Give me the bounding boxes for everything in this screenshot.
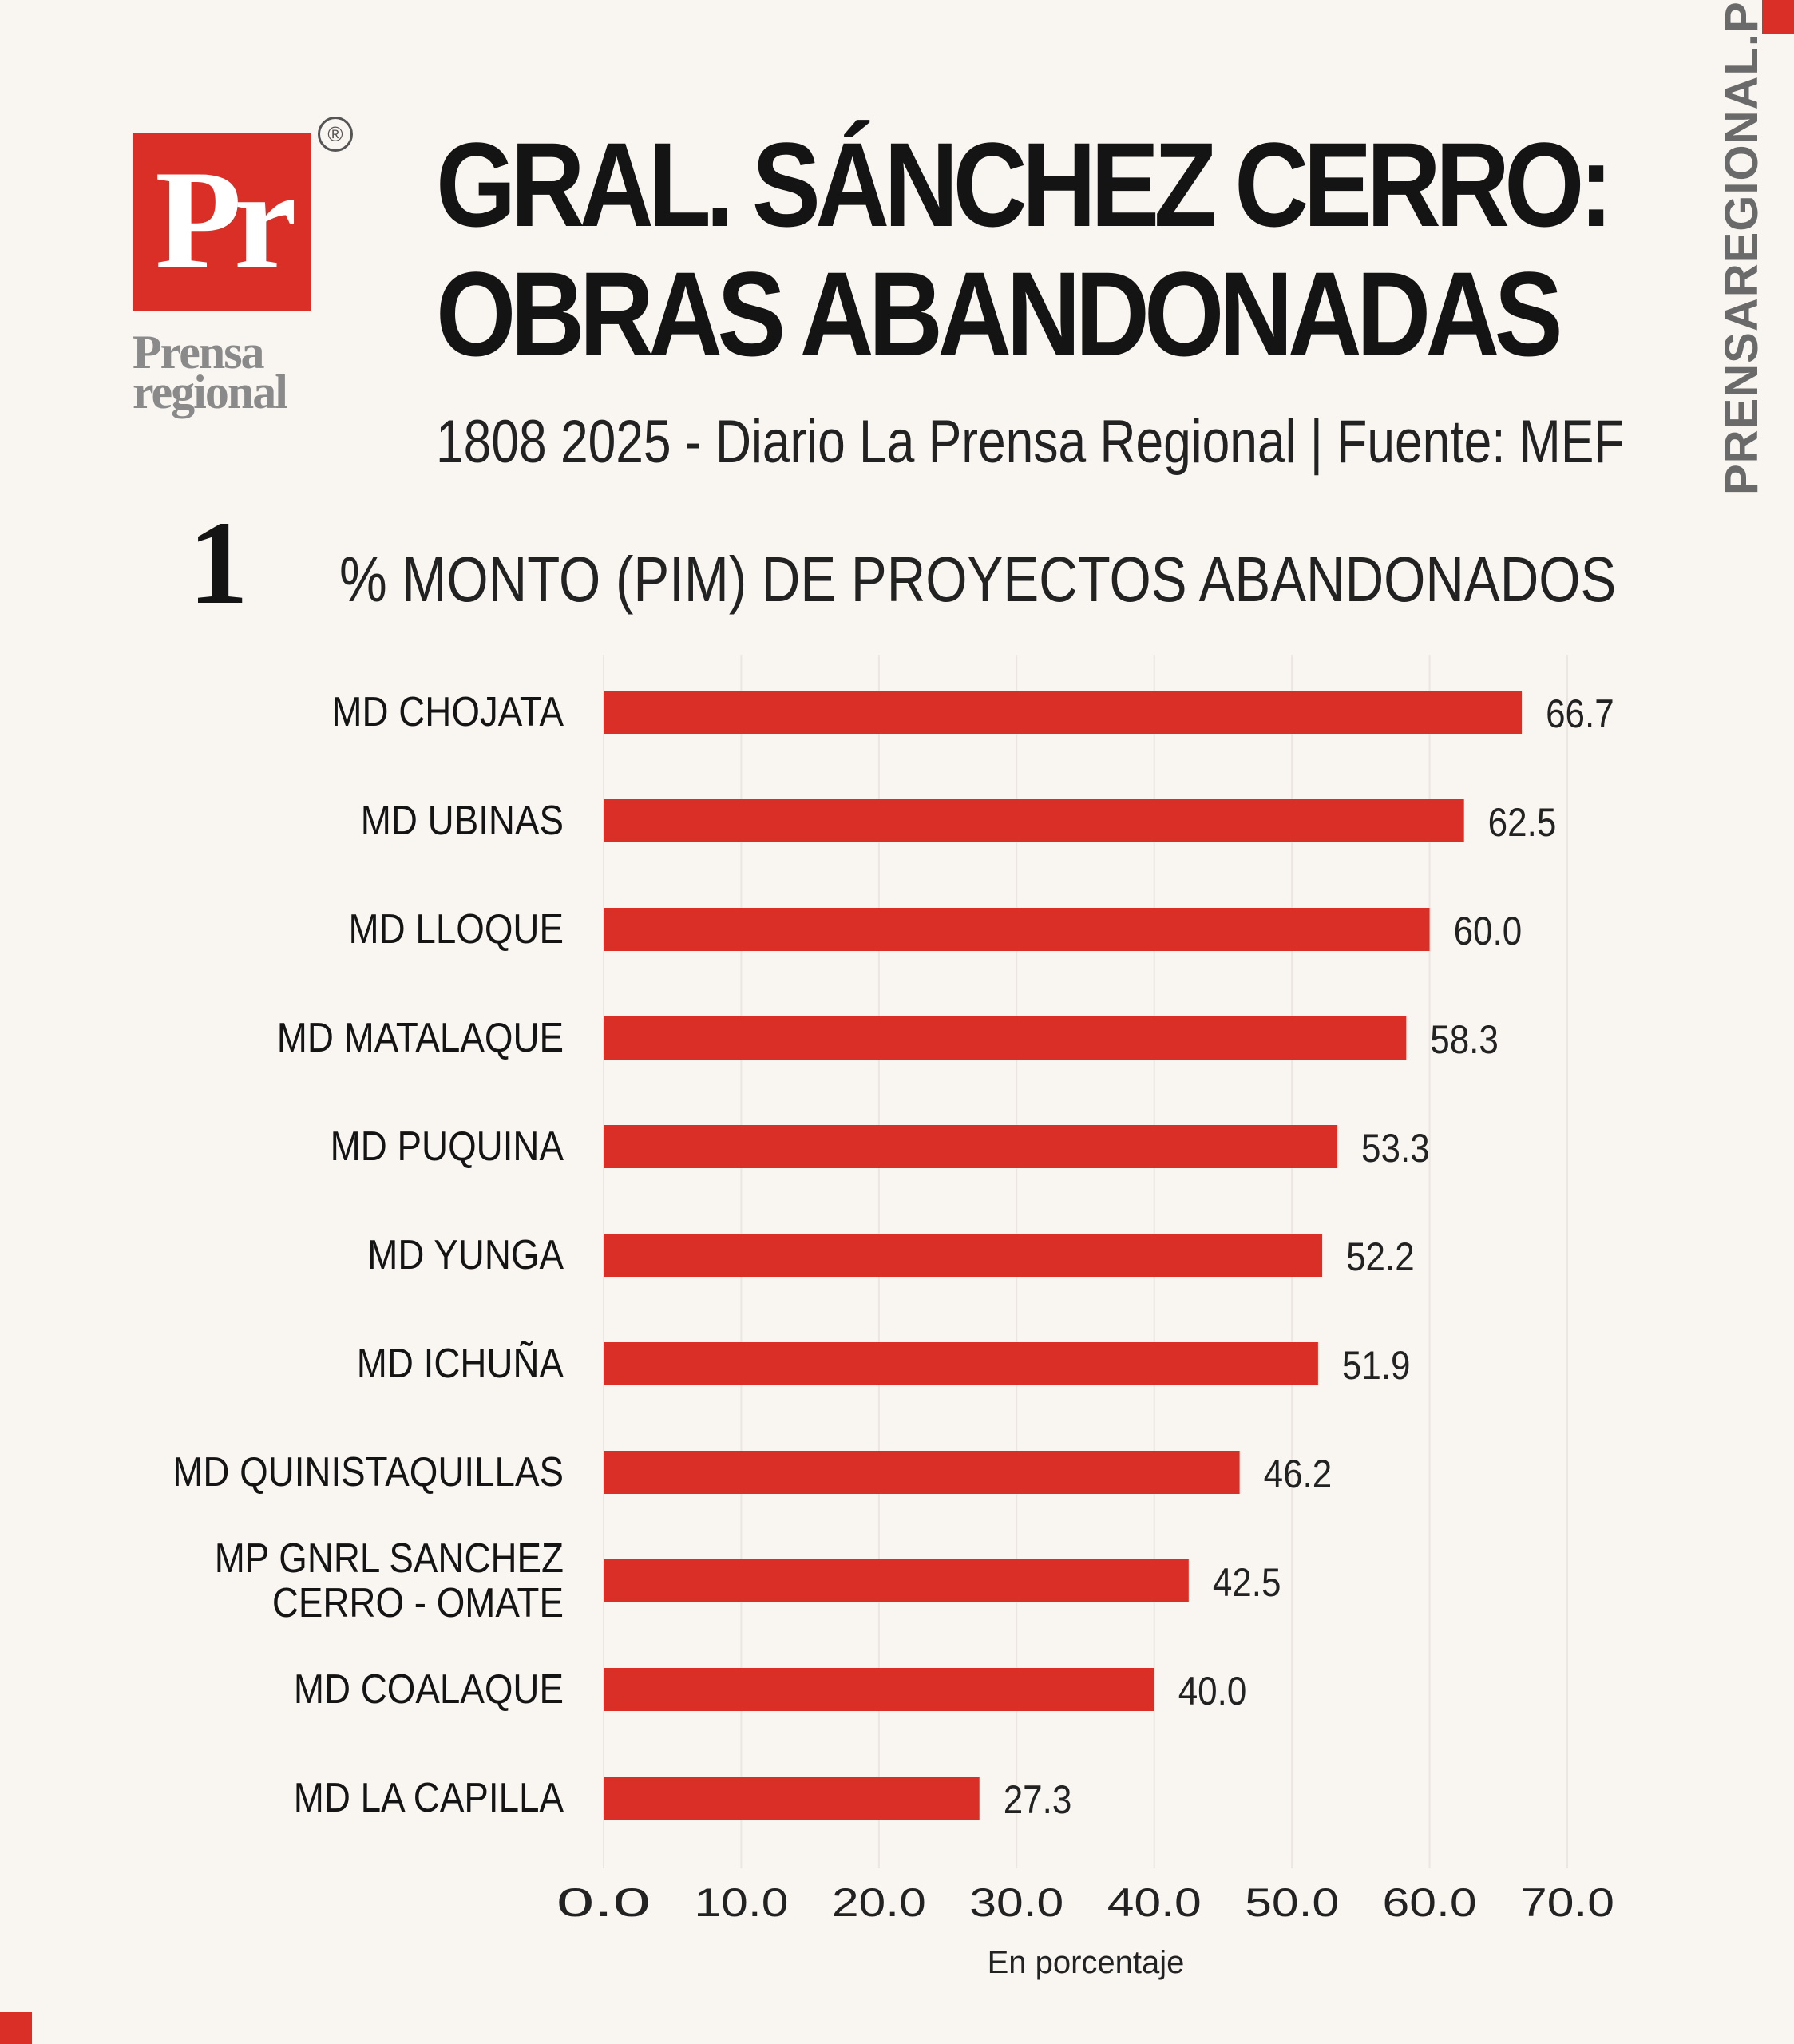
- category-label: MD ICHUÑA: [357, 1341, 564, 1386]
- category-label: CERRO - OMATE: [272, 1580, 564, 1626]
- brand-line-2: regional: [133, 366, 288, 418]
- category-label: MD PUQUINA: [331, 1123, 564, 1169]
- category-label: MP GNRL SANCHEZ: [215, 1535, 564, 1581]
- value-label: 40.0: [1178, 1668, 1247, 1713]
- category-label: MD QUINISTAQUILLAS: [172, 1449, 564, 1495]
- x-tick-label: 20.0: [832, 1880, 926, 1925]
- x-tick-label: 60.0: [1383, 1880, 1477, 1925]
- bar: [604, 908, 1430, 951]
- value-label: 60.0: [1454, 908, 1523, 953]
- corner-accent-bottom-left: [0, 2012, 32, 2044]
- bar: [604, 1342, 1318, 1385]
- chart-title: % MONTO (PIM) DE PROYECTOS ABANDONADOS: [339, 544, 1617, 615]
- value-label: 66.7: [1546, 691, 1614, 735]
- bar: [604, 691, 1523, 734]
- value-label: 42.5: [1213, 1559, 1281, 1604]
- category-label: MD COALAQUE: [294, 1666, 564, 1712]
- category-label: MD UBINAS: [361, 798, 564, 843]
- bar: [604, 1016, 1407, 1060]
- category-label: MD MATALAQUE: [277, 1015, 564, 1060]
- title-line-2: OBRAS ABANDONADAS: [436, 247, 1563, 381]
- bar: [604, 1777, 980, 1820]
- value-label: 58.3: [1430, 1016, 1499, 1061]
- x-tick-label: 40.0: [1107, 1880, 1202, 1925]
- x-axis-label: En porcentaje: [987, 1945, 1185, 1980]
- subtitle: 1808 2025 - Diario La Prensa Regional | …: [436, 408, 1625, 476]
- value-label: 52.2: [1346, 1234, 1415, 1278]
- registered-mark: ®: [318, 117, 353, 152]
- x-tick-label: 10.0: [694, 1880, 788, 1925]
- value-label: 46.2: [1264, 1451, 1333, 1495]
- bar: [604, 1559, 1189, 1602]
- logo-mark: Pr: [155, 141, 297, 299]
- category-label: MD CHOJATA: [331, 689, 564, 735]
- x-tick-label: 70.0: [1520, 1880, 1614, 1925]
- x-tick-label: 0.0: [556, 1880, 651, 1925]
- page-title: GRAL. SÁNCHEZ CERRO: OBRAS ABANDONADAS: [436, 117, 1614, 381]
- value-label: 27.3: [1004, 1777, 1072, 1821]
- category-label: MD YUNGA: [367, 1232, 564, 1278]
- section-number: 1: [188, 497, 248, 629]
- brand-name: Prensa regional: [133, 326, 288, 418]
- x-tick-label: 50.0: [1245, 1880, 1339, 1925]
- value-label: 62.5: [1488, 799, 1557, 844]
- category-label: MD LLOQUE: [349, 906, 564, 952]
- value-label: 51.9: [1342, 1342, 1411, 1387]
- logo: Pr: [133, 133, 311, 311]
- category-label: MD LA CAPILLA: [294, 1775, 564, 1820]
- brand-line-1: Prensa: [133, 326, 265, 378]
- bar: [604, 1451, 1240, 1494]
- title-line-1: GRAL. SÁNCHEZ CERRO:: [436, 117, 1614, 252]
- x-tick-label: 30.0: [969, 1880, 1063, 1925]
- bar: [604, 799, 1464, 842]
- bar: [604, 1234, 1323, 1277]
- corner-accent-top-right: [1762, 0, 1794, 34]
- bar: [604, 1668, 1154, 1711]
- bar: [604, 1125, 1338, 1168]
- value-label: 53.3: [1361, 1125, 1430, 1170]
